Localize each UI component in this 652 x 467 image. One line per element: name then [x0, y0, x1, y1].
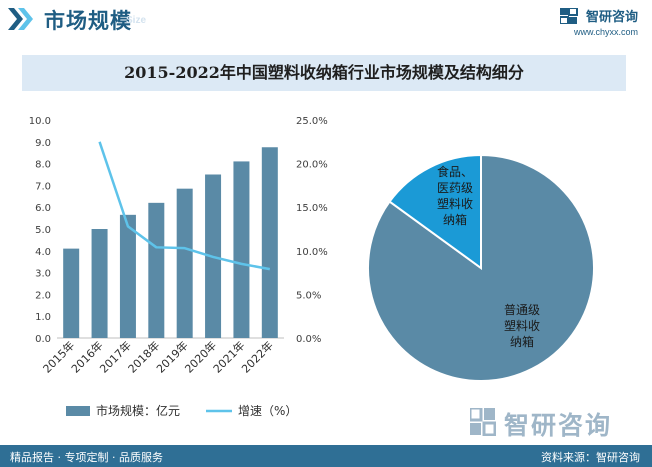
pie-slice-label: 食品、: [437, 164, 473, 179]
chart-canvas: 0.0 1.0 2.0 3.0 4.0 5.0 6.0 7.0 8.0 9.0 10.0 0.0% 5.…: [29, 116, 595, 418]
x-tick-label: 2022年: [238, 338, 275, 375]
y-left-tick-label: 8.0: [35, 160, 51, 171]
pie-slice: [367, 153, 595, 382]
bar: [148, 202, 165, 338]
header-bar: 市场规模 Size 智研咨询 www.chyxx.com: [0, 0, 652, 40]
y-right-tick-label: 5.0%: [296, 290, 321, 301]
watermark-logo: 智研咨询: [470, 406, 652, 440]
double-chevron-icon: [8, 8, 33, 30]
y-left-tick-label: 4.0: [35, 247, 51, 258]
y-left-tick-label: 7.0: [35, 181, 51, 192]
pie-slice: [388, 153, 482, 270]
y-right-tick-label: 0.0%: [296, 334, 321, 345]
pie-slice-label: 纳箱: [443, 212, 467, 227]
pie-slice-label: 塑料收: [437, 196, 473, 211]
y-left-tick-label: 3.0: [35, 269, 51, 280]
y-left-tick-label: 0.0: [35, 334, 51, 345]
bar: [63, 248, 80, 338]
watermark-text: 智研咨询: [504, 411, 613, 440]
brand-name: 智研咨询: [585, 10, 638, 25]
pie-slice-label: 纳箱: [510, 334, 534, 349]
growth-line: [98, 141, 271, 271]
brand-logo-icon: [559, 7, 578, 24]
bar: [176, 188, 193, 338]
y-right-tick-label: 10.0%: [296, 247, 328, 258]
section-title: 市场规模: [44, 9, 132, 33]
legend-line-label: 增速（%）: [238, 404, 297, 418]
y-left-tick-label: 5.0: [35, 225, 51, 236]
chart-title-band: 2015-2022年中国塑料收纳箱行业市场规模及结构细分: [22, 55, 626, 91]
chart-title: 2015-2022年中国塑料收纳箱行业市场规模及结构细分: [124, 63, 524, 82]
bar: [91, 229, 108, 338]
y-left-tick-label: 9.0: [35, 138, 51, 149]
y-left-tick-label: 10.0: [29, 116, 51, 127]
legend-bar-label: 市场规模：亿元: [96, 403, 180, 418]
section-subtitle: Size: [126, 15, 147, 26]
y-right-tick-label: 15.0%: [296, 203, 328, 214]
brand-url: www.chyxx.com: [573, 27, 638, 37]
y-right-tick-label: 25.0%: [296, 116, 328, 127]
y-left-tick-label: 1.0: [35, 312, 51, 323]
footer-source: 资料来源：智研咨询: [541, 451, 640, 464]
y-right-tick-label: 20.0%: [296, 160, 328, 171]
bar: [233, 161, 250, 338]
pie-slice-label: 普通级: [504, 303, 540, 317]
watermark-mark-icon: [470, 408, 496, 436]
pie-slice-label: 塑料收: [504, 318, 540, 333]
footer-bar: 精品报告 · 专项定制 · 品质服务 资料来源：智研咨询: [0, 445, 652, 467]
y-left-tick-label: 6.0: [35, 203, 51, 214]
bar: [261, 147, 278, 338]
bar: [119, 214, 136, 338]
pie-slice-label: 医药级: [437, 181, 473, 195]
footer-tagline: 精品报告 · 专项定制 · 品质服务: [10, 451, 163, 464]
y-left-tick-label: 2.0: [35, 290, 51, 301]
legend-bar-swatch: [66, 406, 90, 416]
brand: 智研咨询: [559, 5, 638, 25]
